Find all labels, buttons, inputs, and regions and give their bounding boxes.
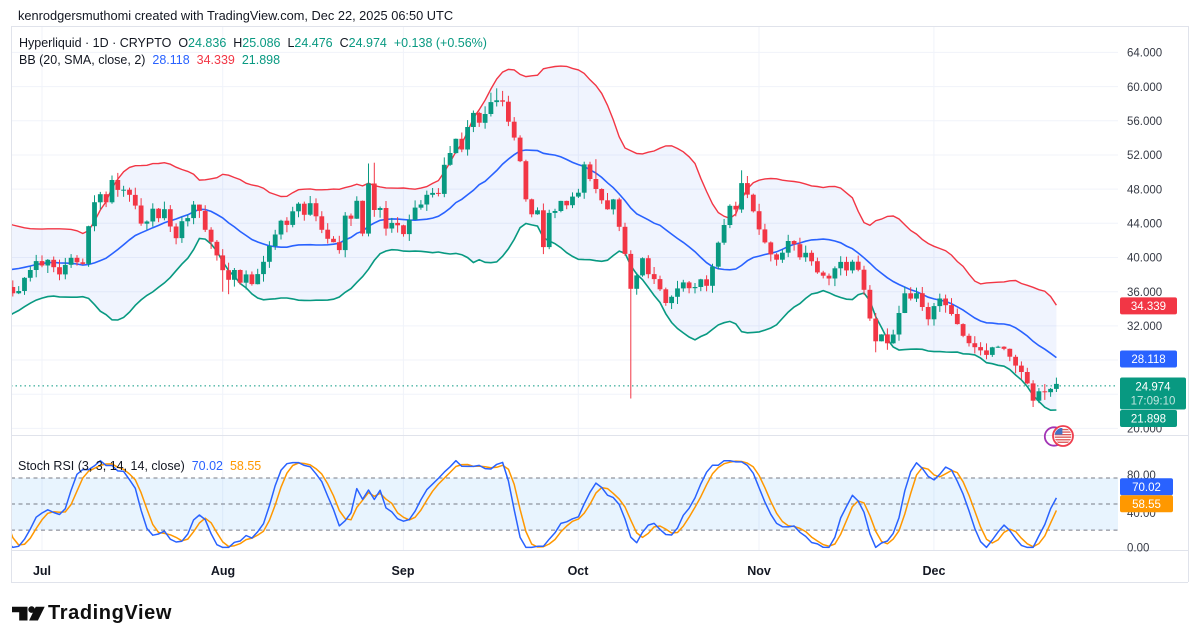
svg-text:44.000: 44.000 <box>1127 219 1162 231</box>
svg-text:52.000: 52.000 <box>1127 150 1162 162</box>
svg-text:Oct: Oct <box>568 564 590 578</box>
svg-text:0.00: 0.00 <box>1127 543 1149 555</box>
svg-text:21.898: 21.898 <box>1131 414 1166 426</box>
svg-text:48.000: 48.000 <box>1127 184 1162 196</box>
svg-text:40.000: 40.000 <box>1127 253 1162 265</box>
svg-text:32.000: 32.000 <box>1127 321 1162 333</box>
svg-text:Jul: Jul <box>33 564 51 578</box>
svg-text:60.000: 60.000 <box>1127 82 1162 94</box>
svg-text:Sep: Sep <box>392 564 415 578</box>
svg-text:58.55: 58.55 <box>1132 499 1161 511</box>
svg-text:36.000: 36.000 <box>1127 287 1162 299</box>
svg-text:Nov: Nov <box>747 564 771 578</box>
svg-text:34.339: 34.339 <box>1131 301 1166 313</box>
svg-text:70.02: 70.02 <box>1132 482 1161 494</box>
svg-text:64.000: 64.000 <box>1127 48 1162 60</box>
svg-text:24.974: 24.974 <box>1135 381 1171 393</box>
svg-text:17:09:10: 17:09:10 <box>1131 396 1176 408</box>
svg-text:Dec: Dec <box>923 564 946 578</box>
svg-text:56.000: 56.000 <box>1127 116 1162 128</box>
svg-text:28.118: 28.118 <box>1131 354 1165 366</box>
svg-text:Aug: Aug <box>211 564 235 578</box>
